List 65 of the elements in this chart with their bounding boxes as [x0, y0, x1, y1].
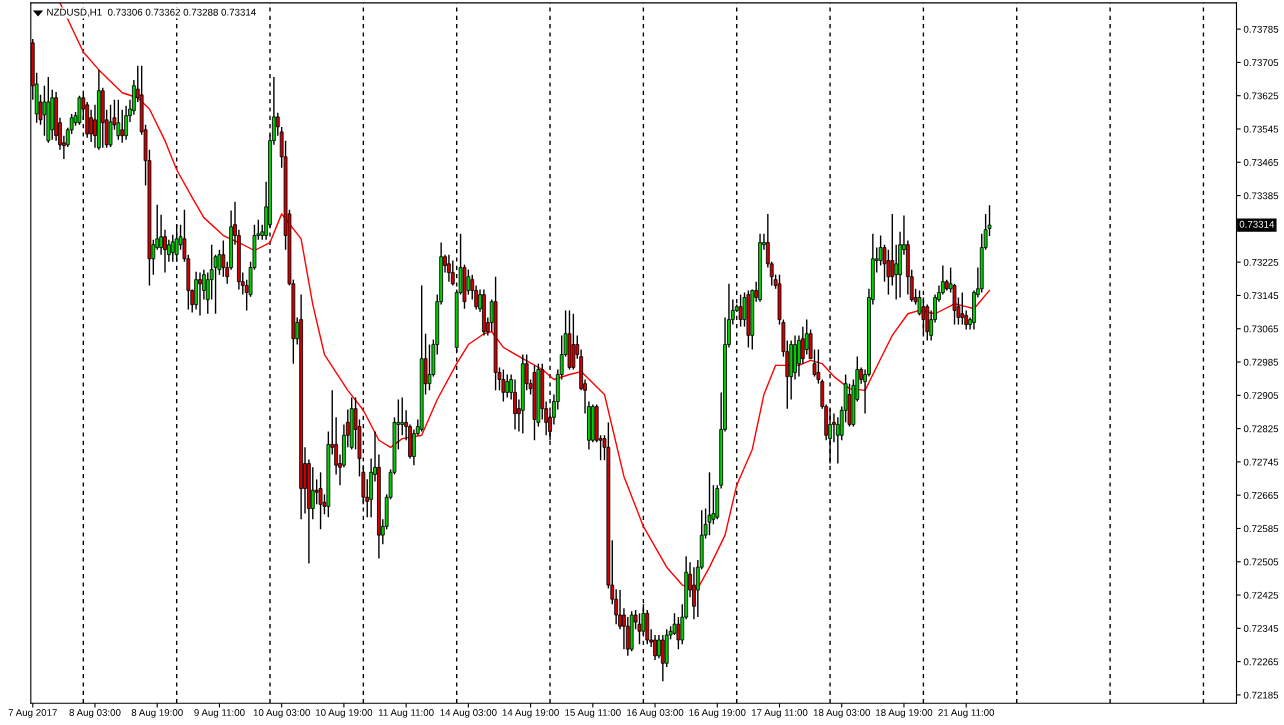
- y-tick-label: 0.73145: [1243, 292, 1279, 300]
- x-tick-label: 18 Aug 19:00: [876, 709, 933, 718]
- y-tick-label: 0.72425: [1243, 591, 1279, 599]
- x-tick-label: 16 Aug 03:00: [627, 709, 684, 718]
- x-tick-label: 17 Aug 11:00: [751, 709, 808, 718]
- candlestick: [198, 271, 202, 317]
- x-tick-label: 11 Aug 11:00: [378, 709, 434, 718]
- candlestick: [571, 313, 576, 371]
- candlestick: [170, 233, 175, 263]
- candlestick: [400, 396, 405, 436]
- x-tick-label: 9 Aug 11:00: [194, 709, 245, 718]
- text: 0.73314: [1239, 220, 1275, 228]
- candlestick: [310, 466, 315, 521]
- candlestick: [513, 378, 517, 431]
- x-tick-label: 8 Aug 19:00: [131, 709, 183, 718]
- candlestick: [676, 616, 681, 650]
- candlestick: [116, 99, 121, 141]
- candlestick: [108, 104, 113, 148]
- x-tick-label: 16 Aug 19:00: [689, 709, 746, 718]
- candlestick: [314, 478, 319, 506]
- y-tick-label: 0.72265: [1243, 658, 1279, 666]
- y-tick-label: 0.72665: [1243, 491, 1279, 499]
- candlestick: [886, 248, 891, 296]
- candlestick: [894, 243, 899, 301]
- x-tick-label: 21 Aug 11:00: [938, 709, 995, 718]
- x-tick-label: 14 Aug 03:00: [440, 709, 497, 718]
- y-tick-label: 0.73225: [1243, 258, 1279, 266]
- candlestick: [318, 471, 323, 531]
- x-tick-label: 10 Aug 03:00: [253, 709, 310, 718]
- x-tick-label: 10 Aug 19:00: [315, 709, 373, 718]
- candlestick: [637, 612, 642, 645]
- candlestick: [427, 343, 432, 392]
- candlestick: [660, 634, 665, 682]
- x-tick-label: 14 Aug 19:00: [502, 709, 559, 718]
- candlestick: [960, 291, 965, 326]
- y-tick-label: 0.73785: [1243, 25, 1279, 33]
- y-tick-label: 0.72345: [1243, 625, 1279, 632]
- y-tick-label: 0.73705: [1243, 59, 1279, 67]
- y-tick-label: 0.72985: [1243, 358, 1279, 366]
- y-tick-label: 0.72905: [1243, 392, 1279, 399]
- x-tick-label: 8 Aug 03:00: [69, 709, 121, 718]
- y-tick-label: 0.73625: [1243, 92, 1279, 100]
- y-tick-label: 0.72745: [1243, 458, 1279, 466]
- candlestick: [42, 85, 47, 137]
- candlestick: [505, 373, 510, 399]
- y-tick-label: 0.72185: [1243, 691, 1279, 699]
- candlestick: [221, 239, 226, 278]
- y-tick-label: 0.73065: [1243, 325, 1279, 333]
- y-tick-label: 0.73465: [1243, 159, 1279, 166]
- candlestick: [124, 104, 128, 141]
- y-tick-label: 0.72505: [1243, 558, 1279, 566]
- x-tick-label: 15 Aug 11:00: [565, 709, 621, 718]
- candlestick: [707, 471, 712, 536]
- candlestick: [447, 253, 451, 283]
- candlestick: [657, 634, 661, 660]
- x-tick-label: 18 Aug 03:00: [813, 709, 871, 718]
- candlestick: [120, 109, 125, 144]
- text: NZDUSD,H1 0.73306 0.73362 0.73288 0.73314: [47, 8, 256, 17]
- candlestick: [501, 368, 506, 403]
- y-tick-label: 0.73385: [1243, 192, 1279, 200]
- y-tick-label: 0.73545: [1243, 125, 1279, 133]
- y-tick-label: 0.72825: [1243, 425, 1279, 433]
- candlestick: [618, 589, 622, 630]
- y-tick-label: 0.72585: [1243, 525, 1279, 533]
- x-tick-label: 7 Aug 2017: [8, 709, 57, 718]
